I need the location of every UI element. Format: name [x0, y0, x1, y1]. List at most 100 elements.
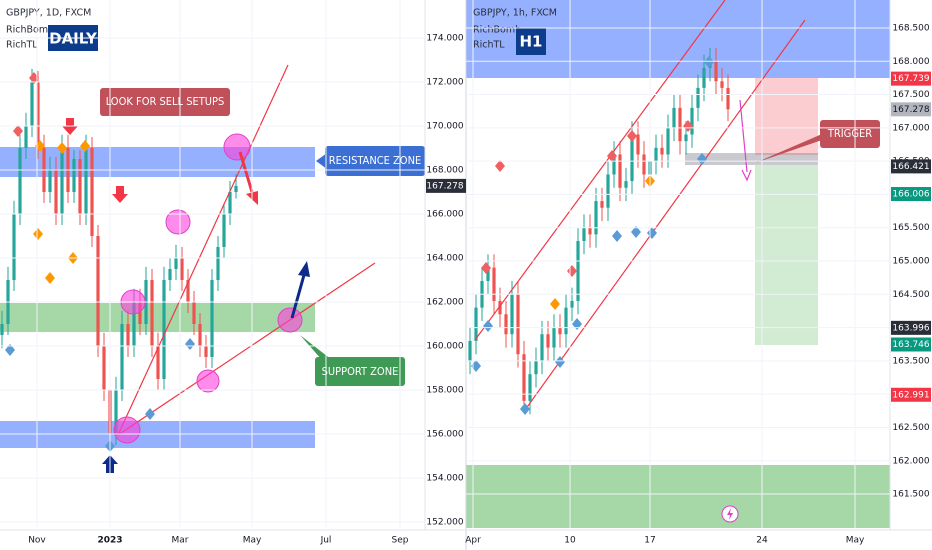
candle-body — [216, 246, 220, 280]
x-tick-label: Apr — [465, 536, 481, 546]
candle-body — [72, 158, 76, 192]
x-tick-label: 24 — [756, 536, 768, 546]
candle-body — [486, 267, 490, 281]
candle-body — [642, 154, 646, 175]
candle-body — [156, 345, 160, 379]
candle-body — [528, 374, 532, 401]
candle-body — [582, 227, 586, 242]
circle — [113, 416, 141, 444]
y-tick-label: 163.500 — [892, 356, 929, 366]
price-label: 163.746 — [892, 340, 929, 350]
candle-body — [180, 257, 184, 280]
callout — [100, 88, 230, 116]
candle-body — [210, 279, 214, 357]
down-arrow — [62, 118, 128, 203]
x-tick-label: 10 — [564, 536, 576, 546]
candle-body — [690, 107, 694, 135]
candle-body — [84, 147, 88, 214]
price-label-box — [426, 178, 466, 193]
price-label-box — [891, 159, 931, 174]
candle-body — [54, 169, 58, 214]
candle-body — [564, 307, 568, 335]
candle-body — [174, 257, 178, 269]
x-tick-label: May — [243, 536, 262, 546]
x-tick-label: 2023 — [97, 536, 122, 546]
candle-body — [702, 67, 706, 88]
arrow — [238, 151, 254, 193]
price-label-box — [891, 387, 931, 402]
candle-body — [672, 107, 676, 128]
candle-body — [606, 174, 610, 208]
candle-body — [228, 191, 232, 214]
support-zone — [0, 303, 315, 332]
y-tick-label: 162.000 — [426, 297, 463, 307]
y-tick-label: 162.500 — [892, 423, 929, 433]
candle-body — [546, 334, 550, 348]
candle-body — [60, 147, 64, 214]
candle-body — [726, 87, 730, 110]
candle-body — [12, 213, 16, 280]
price-label-box — [891, 102, 931, 117]
price-label-box — [891, 320, 931, 335]
candle-body — [120, 323, 124, 390]
y-tick-label: 174.000 — [426, 33, 463, 43]
x-tick-label: 17 — [644, 536, 655, 546]
candle-body — [612, 154, 616, 175]
demand-zone — [466, 465, 890, 528]
price-label: 167.278 — [892, 105, 929, 115]
y-tick-label: 168.000 — [426, 165, 463, 175]
candle-body — [498, 300, 502, 315]
price-label-box — [891, 337, 931, 352]
candle-body — [168, 268, 172, 280]
indicator: RichBomb — [473, 25, 521, 36]
candle-body — [48, 169, 52, 192]
candle-body — [234, 185, 238, 192]
annotation: TRIGGER — [827, 127, 872, 140]
candle-body — [552, 327, 556, 348]
candle-body — [540, 334, 544, 361]
arrow — [290, 274, 306, 319]
candle-body — [102, 345, 106, 390]
channel-line — [474, 0, 726, 341]
price-label: 166.421 — [892, 162, 929, 172]
symbol-title: GBPJPY, 1h, FXCM — [473, 8, 557, 19]
candle-body — [684, 134, 688, 142]
candle-body — [90, 147, 94, 236]
candle-body — [516, 294, 520, 355]
y-tick-label: 161.500 — [892, 490, 929, 500]
candle-body — [588, 227, 592, 235]
demand-zone — [0, 421, 315, 448]
candle-body — [198, 323, 202, 346]
candle-body — [504, 314, 508, 335]
circle — [196, 369, 220, 393]
candle-body — [468, 340, 472, 361]
candle-body — [192, 301, 196, 324]
candle-body — [696, 87, 700, 108]
candle-body — [714, 61, 718, 82]
y-tick-label: 168.500 — [892, 23, 929, 33]
candle-body — [630, 134, 634, 182]
indicator: RichTL — [473, 40, 505, 51]
candle-body — [18, 147, 22, 214]
y-tick-label: 164.500 — [892, 290, 929, 300]
trigger-band — [685, 153, 818, 165]
candle-body — [624, 181, 628, 188]
circle — [277, 307, 303, 333]
callout — [820, 120, 880, 148]
indicator: RichBomb — [6, 25, 54, 36]
annotation: SUPPORT ZONE — [322, 365, 399, 378]
price-label-box — [891, 187, 931, 202]
price-label: 167.278 — [426, 181, 463, 191]
candle-body — [534, 360, 538, 375]
x-tick-label: May — [846, 536, 865, 546]
callout-pointer — [300, 335, 332, 360]
y-tick-label: 165.000 — [892, 257, 929, 267]
candle-body — [666, 127, 670, 155]
candle-body — [132, 301, 136, 346]
candle-body — [720, 81, 724, 88]
candle-body — [654, 147, 658, 162]
symbol-title: GBPJPY, 1D, FXCM — [6, 8, 91, 19]
candle-body — [24, 125, 28, 148]
circle — [223, 133, 251, 161]
